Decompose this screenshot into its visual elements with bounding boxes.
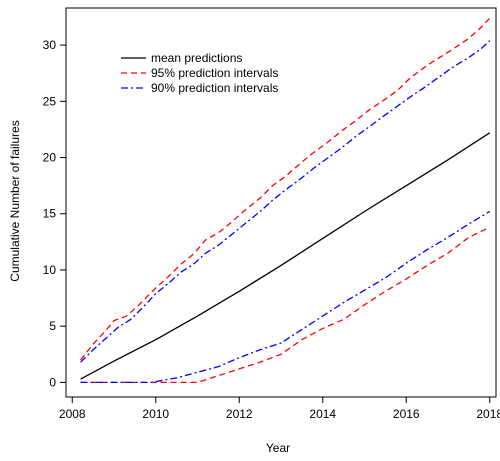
y-tick-label: 30 (43, 38, 57, 52)
series-line-0 (80, 132, 491, 380)
x-tick-label: 2014 (309, 407, 336, 421)
legend-label-0: mean predictions (151, 51, 242, 65)
y-axis: 0 5 10 15 20 25 30 (43, 38, 66, 389)
series-line-3 (80, 40, 491, 363)
series-layer (80, 17, 491, 384)
x-tick-label: 2018 (476, 407, 500, 421)
y-axis-label: Cumulative Number of failures (8, 120, 22, 281)
series-line-4 (80, 210, 491, 384)
y-tick-label: 15 (43, 207, 57, 221)
x-axis: 2008 2010 2012 2014 2016 2018 (59, 397, 500, 421)
x-tick-label: 2008 (59, 407, 86, 421)
y-tick-label: 25 (43, 94, 57, 108)
x-tick-label: 2010 (142, 407, 169, 421)
series-line-1 (80, 17, 491, 361)
x-tick-label: 2012 (226, 407, 253, 421)
y-tick-label: 5 (49, 319, 56, 333)
y-tick-label: 10 (43, 263, 57, 277)
legend-label-1: 95% prediction intervals (151, 66, 278, 80)
x-axis-label: Year (266, 441, 290, 455)
y-tick-label: 20 (43, 151, 57, 165)
x-tick-label: 2016 (393, 407, 420, 421)
series-line-2 (80, 226, 491, 384)
legend-label-2: 90% prediction intervals (151, 81, 278, 95)
y-tick-label: 0 (49, 375, 56, 389)
plot-frame (65, 7, 497, 398)
